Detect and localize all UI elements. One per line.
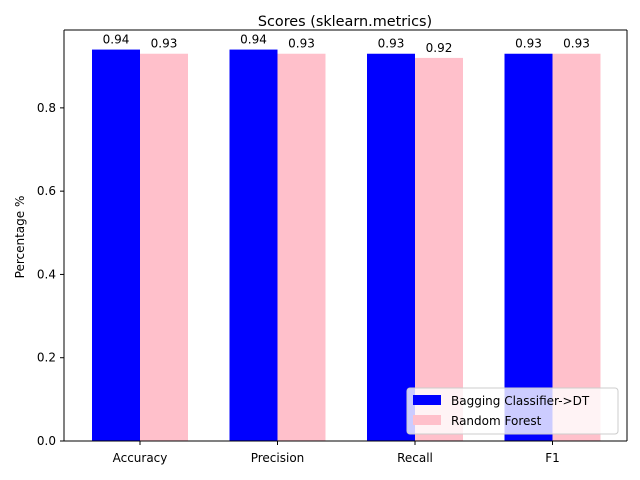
value-label: 0.93	[378, 37, 405, 51]
y-tick-label: 0.6	[37, 184, 56, 198]
legend-label: Bagging Classifier->DT	[451, 394, 590, 408]
y-tick-label: 0.0	[37, 434, 56, 448]
chart-title: Scores (sklearn.metrics)	[258, 14, 432, 30]
legend-label: Random Forest	[451, 414, 542, 428]
value-label: 0.94	[240, 33, 267, 47]
value-label: 0.93	[288, 37, 315, 51]
legend: Bagging Classifier->DT Random Forest	[406, 387, 619, 435]
x-tick-label: F1	[545, 451, 560, 465]
bar-f1-series-0	[504, 53, 553, 441]
x-tick-label: Precision	[251, 451, 305, 465]
value-label: 0.93	[151, 37, 178, 51]
value-label: 0.93	[563, 37, 590, 51]
legend-swatch	[413, 395, 441, 405]
y-tick-label: 0.2	[37, 351, 56, 365]
legend-box	[406, 387, 619, 435]
bars-layer	[92, 49, 601, 442]
legend-swatch	[413, 415, 441, 425]
x-tick-label: Recall	[397, 451, 433, 465]
y-axis-label: Percentage %	[13, 196, 27, 279]
value-labels-layer: 0.94 0.93 0.94 0.93 0.93 0.92 0.93 0.93	[103, 33, 590, 55]
bar-precision-series-1	[277, 53, 326, 441]
y-tick-label: 0.8	[37, 101, 56, 115]
x-tick-label: Accuracy	[113, 451, 168, 465]
y-tick-label: 0.4	[37, 267, 56, 281]
value-label: 0.93	[515, 37, 542, 51]
bar-accuracy-series-1	[140, 53, 188, 441]
bar-recall-series-1	[415, 57, 463, 442]
bar-recall-series-0	[367, 53, 415, 441]
axes-layer: 0.0 0.2 0.4 0.6 0.8 Accuracy Precision Recall F1	[37, 29, 628, 465]
bar-accuracy-series-0	[92, 49, 140, 441]
bar-f1-series-1	[552, 53, 601, 441]
bar-precision-series-0	[229, 49, 278, 441]
value-label: 0.94	[103, 33, 130, 47]
value-label: 0.92	[426, 41, 453, 55]
